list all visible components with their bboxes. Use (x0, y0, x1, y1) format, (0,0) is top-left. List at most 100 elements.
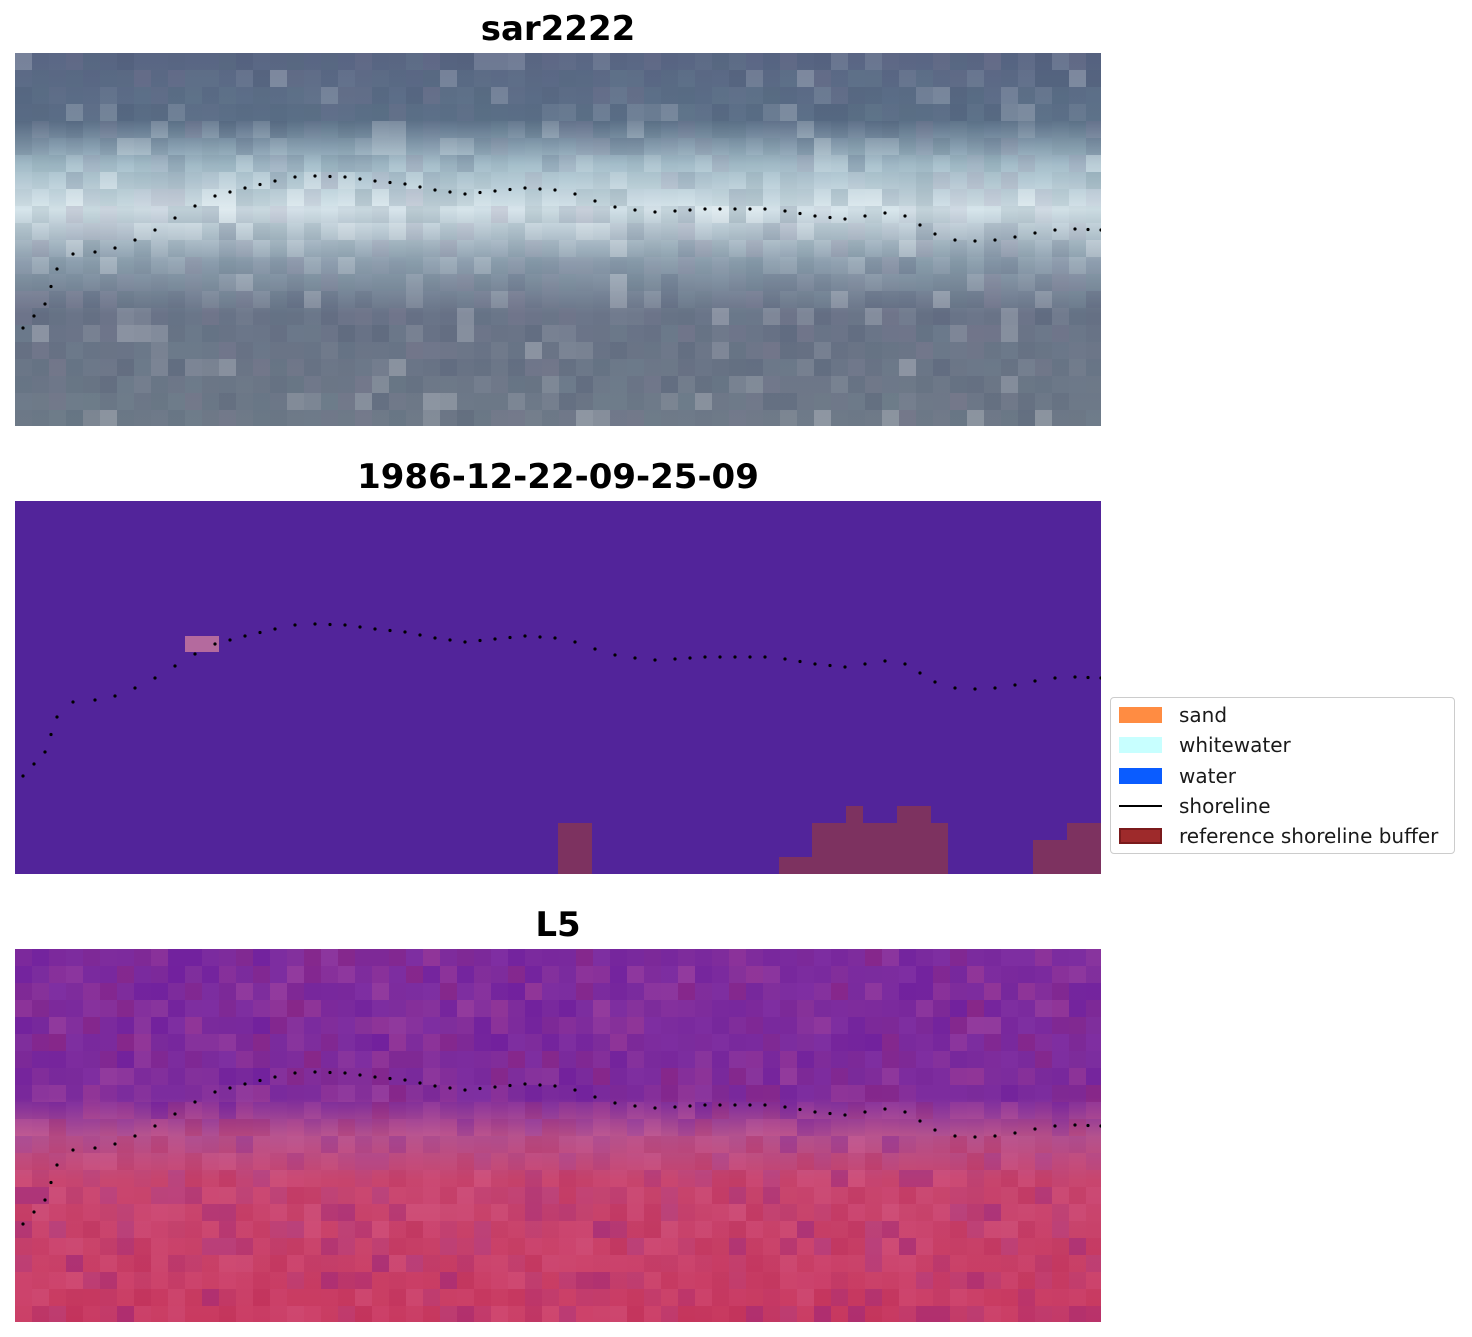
image-pixel (933, 257, 950, 274)
image-pixel (202, 257, 219, 274)
image-pixel (253, 240, 270, 257)
image-pixel (1086, 87, 1101, 104)
image-pixel (763, 53, 780, 70)
image-pixel (865, 1221, 882, 1238)
shoreline-dot (213, 642, 217, 646)
image-pixel (202, 155, 219, 172)
image-pixel (457, 1017, 474, 1034)
image-pixel (83, 1272, 100, 1289)
image-pixel (831, 1238, 848, 1255)
image-pixel (185, 1136, 202, 1153)
image-pixel (287, 359, 304, 376)
image-pixel (372, 1034, 389, 1051)
image-pixel (168, 70, 185, 87)
image-pixel (950, 325, 967, 342)
image-pixel (185, 53, 202, 70)
image-pixel (49, 308, 66, 325)
image-pixel (151, 1119, 168, 1136)
shoreline-dot (93, 1146, 97, 1150)
image-pixel (49, 138, 66, 155)
image-pixel (491, 1034, 508, 1051)
image-pixel (627, 1034, 644, 1051)
shoreline-dot (49, 732, 53, 737)
image-pixel (355, 1085, 372, 1102)
image-pixel (644, 104, 661, 121)
image-pixel (1001, 189, 1018, 206)
image-pixel (831, 966, 848, 983)
image-pixel (1035, 1051, 1052, 1068)
image-pixel (644, 138, 661, 155)
image-pixel (899, 70, 916, 87)
image-pixel (423, 121, 440, 138)
shoreline-dot (1013, 235, 1017, 239)
image-pixel (865, 1289, 882, 1306)
image-pixel (916, 1000, 933, 1017)
image-pixel (372, 966, 389, 983)
image-pixel (100, 138, 117, 155)
image-pixel (168, 376, 185, 393)
image-pixel (508, 376, 525, 393)
image-pixel (236, 291, 253, 308)
image-pixel (712, 1204, 729, 1221)
image-pixel (1052, 393, 1069, 410)
image-pixel (1052, 325, 1069, 342)
image-pixel (525, 1034, 542, 1051)
image-pixel (525, 1000, 542, 1017)
image-pixel (134, 983, 151, 1000)
image-pixel (1069, 240, 1086, 257)
image-pixel (304, 104, 321, 121)
image-pixel (678, 410, 695, 426)
image-pixel (372, 1017, 389, 1034)
image-pixel (644, 70, 661, 87)
image-pixel (933, 410, 950, 426)
image-pixel (508, 1306, 525, 1322)
image-pixel (882, 223, 899, 240)
image-pixel (49, 1136, 66, 1153)
image-pixel (763, 189, 780, 206)
image-pixel (542, 1017, 559, 1034)
shoreline-dot (798, 211, 802, 216)
image-pixel (746, 121, 763, 138)
image-pixel (542, 1000, 559, 1017)
image-pixel (66, 223, 83, 240)
image-pixel (780, 983, 797, 1000)
image-pixel (440, 1221, 457, 1238)
image-pixel (474, 1204, 491, 1221)
image-pixel (253, 1272, 270, 1289)
shoreline-dot (433, 188, 437, 192)
image-pixel (83, 308, 100, 325)
image-pixel (440, 1034, 457, 1051)
image-pixel (576, 172, 593, 189)
shoreline-dot (273, 1075, 277, 1079)
image-pixel (474, 172, 491, 189)
shoreline-dots (21, 1070, 1101, 1226)
image-pixel (134, 1153, 151, 1170)
image-pixel (15, 155, 32, 172)
image-pixel (1001, 1204, 1018, 1221)
image-pixel (287, 257, 304, 274)
image-pixel (49, 1034, 66, 1051)
image-pixel (32, 121, 49, 138)
image-pixel (1086, 1000, 1101, 1017)
image-pixel (491, 325, 508, 342)
image-pixel (185, 1119, 202, 1136)
image-pixel (984, 1238, 1001, 1255)
image-pixel (355, 53, 372, 70)
image-pixel (780, 1051, 797, 1068)
image-pixel (406, 1289, 423, 1306)
image-pixel (950, 376, 967, 393)
image-pixel (593, 1017, 610, 1034)
image-pixel (1052, 1068, 1069, 1085)
image-pixel (933, 1221, 950, 1238)
image-pixel (831, 1289, 848, 1306)
image-pixel (134, 1068, 151, 1085)
image-pixel (15, 1255, 32, 1272)
image-pixel (916, 1238, 933, 1255)
image-pixel (117, 966, 134, 983)
image-pixel (372, 308, 389, 325)
image-pixel (49, 1000, 66, 1017)
image-pixel (542, 1170, 559, 1187)
image-pixel (508, 325, 525, 342)
image-pixel (389, 1170, 406, 1187)
image-pixel (661, 172, 678, 189)
